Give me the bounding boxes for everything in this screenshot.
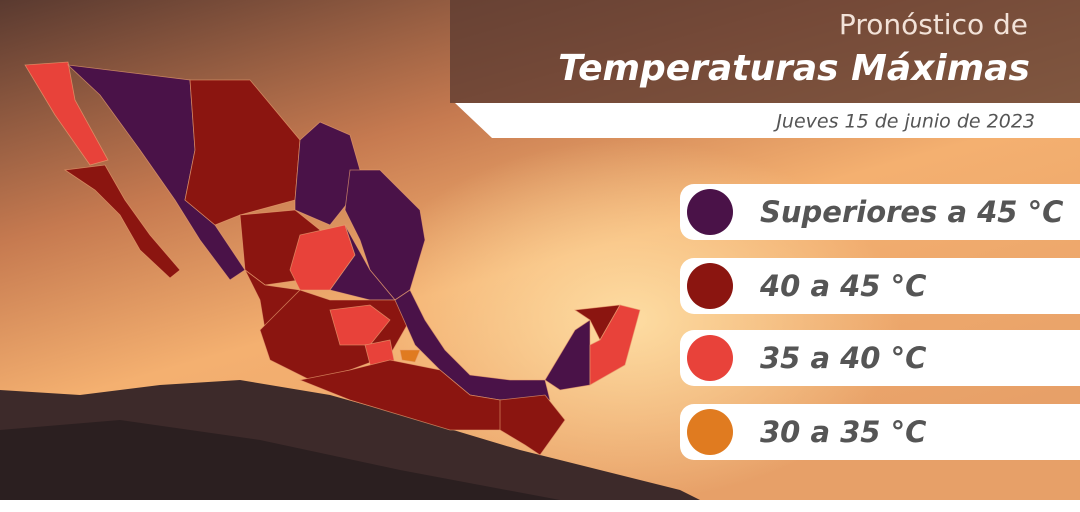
legend-label: 30 a 35 °C: [760, 415, 926, 449]
region: [589, 304, 641, 386]
legend-swatch: [687, 189, 733, 235]
region: [63, 164, 181, 279]
region: [329, 304, 391, 346]
region: [499, 394, 566, 456]
legend-row: [680, 330, 1080, 386]
date-strip: [455, 103, 1080, 138]
legend-row: [680, 258, 1080, 314]
legend-swatch: [687, 409, 733, 455]
legend-label: 40 a 45 °C: [759, 269, 926, 303]
header-panel: [450, 0, 1080, 103]
map: [24, 61, 641, 456]
legend-label: Superiores a 45 °C: [760, 195, 1063, 229]
mountains-front: [0, 420, 560, 500]
region: [399, 349, 421, 363]
region: [24, 61, 109, 166]
title-top: Pronóstico de: [839, 8, 1028, 41]
legend-label: 35 a 40 °C: [760, 341, 926, 375]
date: Jueves 15 de junio de 2023: [772, 111, 1035, 133]
bottom-strip: [0, 500, 1080, 512]
legend-swatch: [687, 335, 733, 381]
legend: Superiores a 45 °C 40 a 45 °C 35 a 40 °C 30…: [680, 184, 1080, 460]
legend-row: [680, 184, 1080, 240]
legend-row: [680, 404, 1080, 460]
title-main: Temperaturas Máximas: [558, 48, 1030, 89]
legend-swatch: [687, 263, 733, 309]
